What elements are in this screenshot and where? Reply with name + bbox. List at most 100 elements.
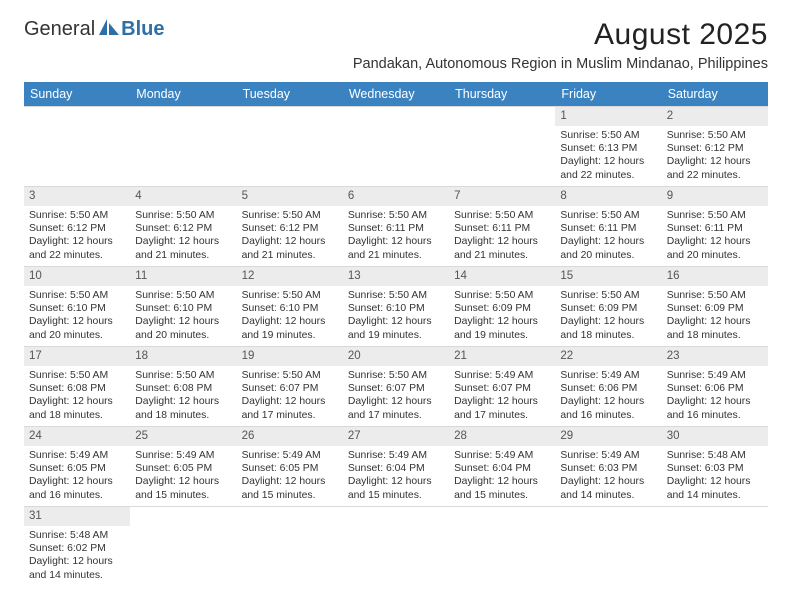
- sunrise-text: Sunrise: 5:50 AM: [667, 209, 763, 222]
- daylight-line2: and 21 minutes.: [242, 249, 338, 262]
- sunset-text: Sunset: 6:12 PM: [667, 142, 763, 155]
- day-cell: 10Sunrise: 5:50 AMSunset: 6:10 PMDayligh…: [24, 266, 130, 346]
- day-number: 28: [449, 427, 555, 446]
- day-number: 31: [24, 507, 130, 526]
- daylight-line2: and 20 minutes.: [135, 329, 231, 342]
- daylight-line2: and 16 minutes.: [667, 409, 763, 422]
- day-cell: [237, 106, 343, 186]
- daylight-line2: and 20 minutes.: [560, 249, 656, 262]
- calendar: SundayMondayTuesdayWednesdayThursdayFrid…: [24, 82, 768, 586]
- day-cell: 8Sunrise: 5:50 AMSunset: 6:11 PMDaylight…: [555, 186, 661, 266]
- day-cell: 5Sunrise: 5:50 AMSunset: 6:12 PMDaylight…: [237, 186, 343, 266]
- day-cell: [24, 106, 130, 186]
- day-number: 2: [662, 107, 768, 126]
- day-number: 4: [130, 187, 236, 206]
- sunset-text: Sunset: 6:13 PM: [560, 142, 656, 155]
- sunrise-text: Sunrise: 5:50 AM: [29, 289, 125, 302]
- day-number: 25: [130, 427, 236, 446]
- day-number: 6: [343, 187, 449, 206]
- brand-logo: General Blue: [24, 18, 165, 41]
- day-cell: 17Sunrise: 5:50 AMSunset: 6:08 PMDayligh…: [24, 346, 130, 426]
- sunset-text: Sunset: 6:12 PM: [135, 222, 231, 235]
- daylight-line2: and 18 minutes.: [29, 409, 125, 422]
- day-cell: 26Sunrise: 5:49 AMSunset: 6:05 PMDayligh…: [237, 426, 343, 506]
- daylight-line1: Daylight: 12 hours: [348, 235, 444, 248]
- header: General Blue August 2025 Pandakan, Auton…: [24, 18, 768, 72]
- sunrise-text: Sunrise: 5:50 AM: [242, 209, 338, 222]
- brand-part2: Blue: [121, 18, 164, 41]
- brand-part1: General: [24, 18, 95, 41]
- weeks-container: 1Sunrise: 5:50 AMSunset: 6:13 PMDaylight…: [24, 106, 768, 586]
- month-title: August 2025: [353, 18, 768, 52]
- dow-header-cell: Saturday: [662, 82, 768, 106]
- daylight-line1: Daylight: 12 hours: [454, 315, 550, 328]
- daylight-line2: and 16 minutes.: [560, 409, 656, 422]
- sunset-text: Sunset: 6:08 PM: [29, 382, 125, 395]
- sunrise-text: Sunrise: 5:50 AM: [348, 209, 444, 222]
- day-cell: [449, 506, 555, 586]
- day-cell: 24Sunrise: 5:49 AMSunset: 6:05 PMDayligh…: [24, 426, 130, 506]
- sunset-text: Sunset: 6:10 PM: [242, 302, 338, 315]
- daylight-line1: Daylight: 12 hours: [242, 315, 338, 328]
- sunrise-text: Sunrise: 5:50 AM: [454, 289, 550, 302]
- day-number: [343, 107, 449, 125]
- sunrise-text: Sunrise: 5:50 AM: [667, 289, 763, 302]
- day-cell: 29Sunrise: 5:49 AMSunset: 6:03 PMDayligh…: [555, 426, 661, 506]
- sail-icon: [99, 19, 119, 35]
- sunrise-text: Sunrise: 5:49 AM: [348, 449, 444, 462]
- dow-header-row: SundayMondayTuesdayWednesdayThursdayFrid…: [24, 82, 768, 106]
- day-cell: [343, 106, 449, 186]
- daylight-line1: Daylight: 12 hours: [560, 395, 656, 408]
- daylight-line1: Daylight: 12 hours: [667, 475, 763, 488]
- daylight-line1: Daylight: 12 hours: [135, 315, 231, 328]
- day-number: 10: [24, 267, 130, 286]
- daylight-line1: Daylight: 12 hours: [135, 235, 231, 248]
- sunrise-text: Sunrise: 5:48 AM: [667, 449, 763, 462]
- week-row: 3Sunrise: 5:50 AMSunset: 6:12 PMDaylight…: [24, 186, 768, 266]
- daylight-line2: and 17 minutes.: [242, 409, 338, 422]
- week-row: 24Sunrise: 5:49 AMSunset: 6:05 PMDayligh…: [24, 426, 768, 506]
- day-number: 27: [343, 427, 449, 446]
- sunrise-text: Sunrise: 5:49 AM: [560, 369, 656, 382]
- daylight-line2: and 19 minutes.: [242, 329, 338, 342]
- sunrise-text: Sunrise: 5:50 AM: [348, 369, 444, 382]
- daylight-line1: Daylight: 12 hours: [560, 475, 656, 488]
- day-number: [343, 507, 449, 525]
- week-row: 17Sunrise: 5:50 AMSunset: 6:08 PMDayligh…: [24, 346, 768, 426]
- day-cell: 4Sunrise: 5:50 AMSunset: 6:12 PMDaylight…: [130, 186, 236, 266]
- daylight-line1: Daylight: 12 hours: [667, 155, 763, 168]
- day-number: 9: [662, 187, 768, 206]
- day-number: 12: [237, 267, 343, 286]
- day-number: [662, 507, 768, 525]
- sunrise-text: Sunrise: 5:49 AM: [454, 369, 550, 382]
- day-cell: 25Sunrise: 5:49 AMSunset: 6:05 PMDayligh…: [130, 426, 236, 506]
- sunrise-text: Sunrise: 5:49 AM: [135, 449, 231, 462]
- sunset-text: Sunset: 6:11 PM: [348, 222, 444, 235]
- week-row: 31Sunrise: 5:48 AMSunset: 6:02 PMDayligh…: [24, 506, 768, 586]
- daylight-line1: Daylight: 12 hours: [29, 395, 125, 408]
- daylight-line1: Daylight: 12 hours: [348, 395, 444, 408]
- day-cell: 20Sunrise: 5:50 AMSunset: 6:07 PMDayligh…: [343, 346, 449, 426]
- dow-header-cell: Tuesday: [237, 82, 343, 106]
- sunrise-text: Sunrise: 5:49 AM: [667, 369, 763, 382]
- day-cell: 31Sunrise: 5:48 AMSunset: 6:02 PMDayligh…: [24, 506, 130, 586]
- day-number: [24, 107, 130, 125]
- sunrise-text: Sunrise: 5:50 AM: [135, 289, 231, 302]
- daylight-line2: and 15 minutes.: [348, 489, 444, 502]
- daylight-line2: and 18 minutes.: [667, 329, 763, 342]
- day-number: [449, 107, 555, 125]
- day-cell: 16Sunrise: 5:50 AMSunset: 6:09 PMDayligh…: [662, 266, 768, 346]
- daylight-line2: and 17 minutes.: [454, 409, 550, 422]
- day-cell: [237, 506, 343, 586]
- daylight-line2: and 22 minutes.: [560, 169, 656, 182]
- day-cell: 23Sunrise: 5:49 AMSunset: 6:06 PMDayligh…: [662, 346, 768, 426]
- day-number: [555, 507, 661, 525]
- sunrise-text: Sunrise: 5:50 AM: [29, 209, 125, 222]
- sunrise-text: Sunrise: 5:50 AM: [454, 209, 550, 222]
- daylight-line2: and 18 minutes.: [560, 329, 656, 342]
- sunrise-text: Sunrise: 5:50 AM: [242, 289, 338, 302]
- sunset-text: Sunset: 6:11 PM: [667, 222, 763, 235]
- daylight-line2: and 20 minutes.: [29, 329, 125, 342]
- day-number: 3: [24, 187, 130, 206]
- daylight-line2: and 22 minutes.: [29, 249, 125, 262]
